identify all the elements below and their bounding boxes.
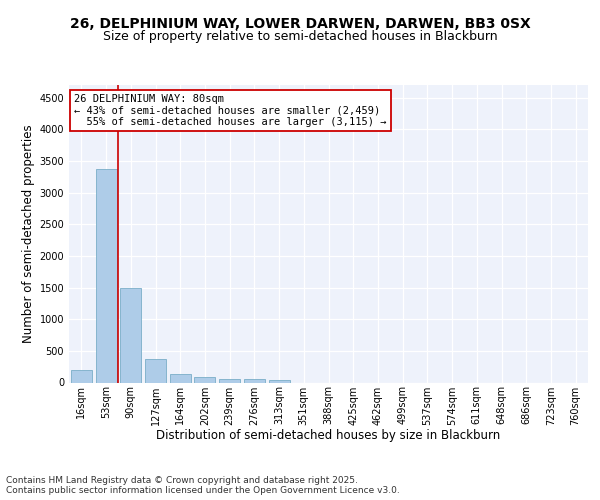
Bar — [269, 380, 290, 382]
X-axis label: Distribution of semi-detached houses by size in Blackburn: Distribution of semi-detached houses by … — [157, 429, 500, 442]
Text: Size of property relative to semi-detached houses in Blackburn: Size of property relative to semi-detach… — [103, 30, 497, 43]
Text: 26 DELPHINIUM WAY: 80sqm
← 43% of semi-detached houses are smaller (2,459)
  55%: 26 DELPHINIUM WAY: 80sqm ← 43% of semi-d… — [74, 94, 386, 127]
Bar — [95, 169, 116, 382]
Text: Contains HM Land Registry data © Crown copyright and database right 2025.
Contai: Contains HM Land Registry data © Crown c… — [6, 476, 400, 495]
Y-axis label: Number of semi-detached properties: Number of semi-detached properties — [22, 124, 35, 343]
Bar — [145, 359, 166, 382]
Text: 26, DELPHINIUM WAY, LOWER DARWEN, DARWEN, BB3 0SX: 26, DELPHINIUM WAY, LOWER DARWEN, DARWEN… — [70, 18, 530, 32]
Bar — [219, 379, 240, 382]
Bar — [244, 379, 265, 382]
Bar — [120, 288, 141, 382]
Bar — [71, 370, 92, 382]
Bar — [194, 378, 215, 382]
Bar — [170, 374, 191, 382]
